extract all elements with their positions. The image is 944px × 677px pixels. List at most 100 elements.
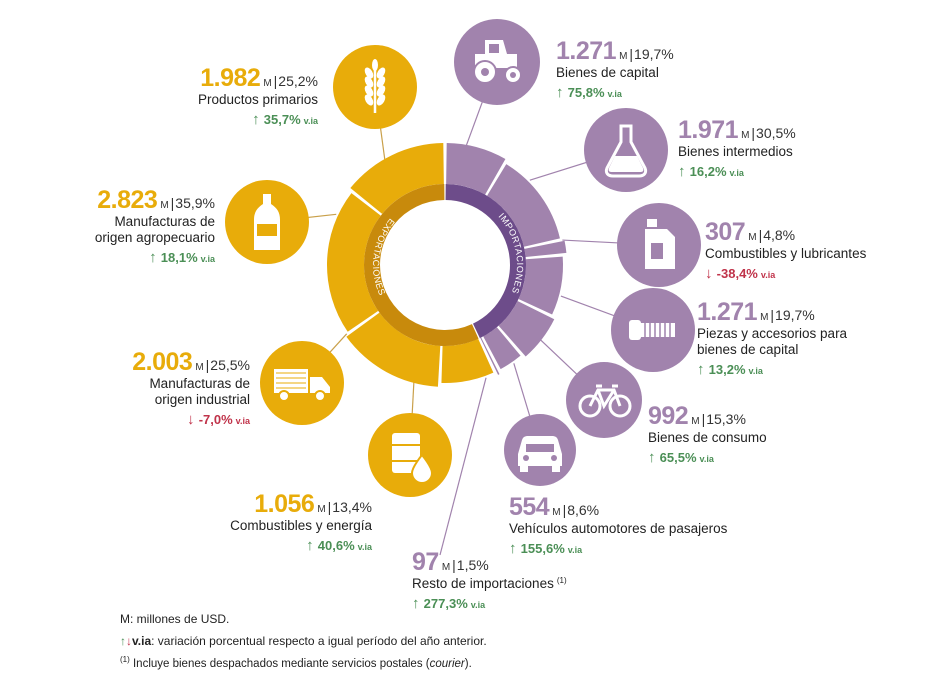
separator: | (274, 73, 278, 89)
car-icon (518, 436, 562, 472)
variation: ↑ 65,5% v.ia (648, 449, 715, 466)
variation-value: -7,0% (199, 412, 233, 427)
value-line: 1.056 M |13,4% (254, 490, 372, 518)
import-label: 97 M |1,5%Resto de importaciones (1) ↑ 277,3… (412, 548, 567, 612)
separator: | (206, 357, 210, 373)
category-label: Manufacturas de (149, 376, 250, 391)
up-arrow-icon: ↑ (697, 361, 709, 378)
import-segment (487, 164, 560, 247)
import-icon-circle (566, 362, 642, 438)
value-unit: M (195, 362, 203, 373)
import-segment (480, 337, 500, 375)
up-arrow-icon: ↑ (678, 163, 690, 180)
imports-inner-ring (445, 184, 526, 339)
up-arrow-icon: ↑ (120, 634, 126, 648)
note-mark: (1) (557, 576, 567, 585)
category-label: Manufacturas de (114, 214, 215, 229)
oil-barrel-icon (392, 433, 434, 484)
value-unit: M (741, 130, 749, 141)
down-arrow-icon: ↓ (705, 265, 717, 282)
export-segment (350, 143, 444, 214)
category-label: Combustibles y energía (230, 518, 372, 533)
value-share: 4,8% (763, 227, 795, 243)
wheat-icon (364, 59, 386, 113)
exports-inner-ring (364, 184, 479, 346)
legend-millions: M: millones de USD. (120, 612, 230, 626)
value-amount: 1.982 (200, 64, 260, 92)
value-share: 25,5% (210, 357, 250, 373)
variation-value: 155,6% (521, 541, 566, 556)
down-arrow-icon: ↓ (126, 634, 132, 648)
variation-value: 35,7% (264, 112, 301, 127)
import-segment (498, 301, 555, 357)
separator: | (629, 46, 633, 62)
tractor-icon (473, 40, 522, 84)
value-amount: 307 (705, 218, 745, 246)
import-leader-line (439, 377, 487, 556)
value-unit: M (160, 200, 168, 211)
category-label: origen agropecuario (95, 230, 215, 245)
value-line: 1.271 M |19,7% (697, 298, 815, 326)
via-label: v.ia (730, 168, 745, 178)
legend-via-text: : variación porcentual respecto a igual … (151, 634, 487, 648)
import-label: 307 M |4,8%Combustibles y lubricantes↓ -38… (705, 218, 867, 282)
separator: | (770, 307, 774, 323)
bicycle-icon (578, 384, 632, 418)
variation: ↓ -38,4% v.ia (705, 265, 776, 282)
export-segment (441, 338, 494, 383)
value-unit: M (760, 312, 768, 323)
value-line: 97 M |1,5% (412, 548, 489, 576)
value-share: 8,6% (567, 502, 599, 518)
truck-icon (274, 369, 330, 402)
import-label: 992 M |15,3%Bienes de consumo ↑ 65,5% v.ia (648, 402, 767, 466)
value-amount: 1.271 (556, 37, 617, 65)
donut-ring (326, 143, 567, 387)
import-segment (446, 143, 506, 195)
value-line: 554 M |8,6% (509, 493, 599, 521)
legend-note-italic: courier (429, 657, 465, 670)
export-segment (326, 193, 381, 332)
value-unit: M (263, 78, 271, 89)
via-label: v.ia (761, 270, 776, 280)
value-amount: 1.056 (254, 490, 314, 518)
export-label: 1.982 M |25,2%Productos primarios↑ 35,7% v.… (198, 64, 319, 128)
value-unit: M (442, 562, 450, 573)
value-amount: 2.823 (97, 186, 157, 214)
bottle-icon (254, 194, 280, 250)
via-label: v.ia (700, 454, 715, 464)
variation: ↑ 16,2% v.ia (678, 163, 745, 180)
legend-note: (1) Incluye bienes despachados mediante … (120, 655, 472, 670)
value-unit: M (552, 507, 560, 518)
bolt-icon (629, 320, 675, 340)
variation: ↑ 155,6% v.ia (509, 540, 583, 557)
category-label: Resto de importaciones (1) (412, 576, 567, 591)
value-amount: 554 (509, 493, 550, 521)
separator: | (702, 411, 706, 427)
up-arrow-icon: ↑ (252, 111, 264, 128)
import-icon-circle (584, 108, 668, 192)
export-segment (346, 312, 441, 387)
value-line: 992 M |15,3% (648, 402, 746, 430)
import-label: 1.271 M |19,7%Bienes de capital↑ 75,8% v.ia (556, 37, 674, 101)
category-label: Vehículos automotores de pasajeros (509, 521, 728, 536)
value-line: 2.003 M |25,5% (132, 348, 250, 376)
value-share: 13,4% (332, 499, 372, 515)
legend-via: ↑↓v.ia: variación porcentual respecto a … (120, 634, 487, 648)
value-line: 1.271 M |19,7% (556, 37, 674, 65)
variation: ↑ 277,3% v.ia (412, 595, 486, 612)
import-segment (524, 240, 567, 257)
value-amount: 1.971 (678, 116, 739, 144)
via-label: v.ia (304, 116, 319, 126)
via-label: v.ia (749, 366, 764, 376)
variation: ↑ 40,6% v.ia (306, 537, 373, 554)
category-label: Bienes de consumo (648, 430, 767, 445)
separator: | (563, 502, 567, 518)
import-label: 554 M |8,6%Vehículos automotores de pasaje… (509, 493, 728, 557)
flask-icon (604, 124, 648, 178)
value-amount: 97 (412, 548, 439, 576)
up-arrow-icon: ↑ (149, 249, 161, 266)
legend-via-key: v.ia (132, 634, 152, 648)
variation-value: 40,6% (318, 538, 355, 553)
